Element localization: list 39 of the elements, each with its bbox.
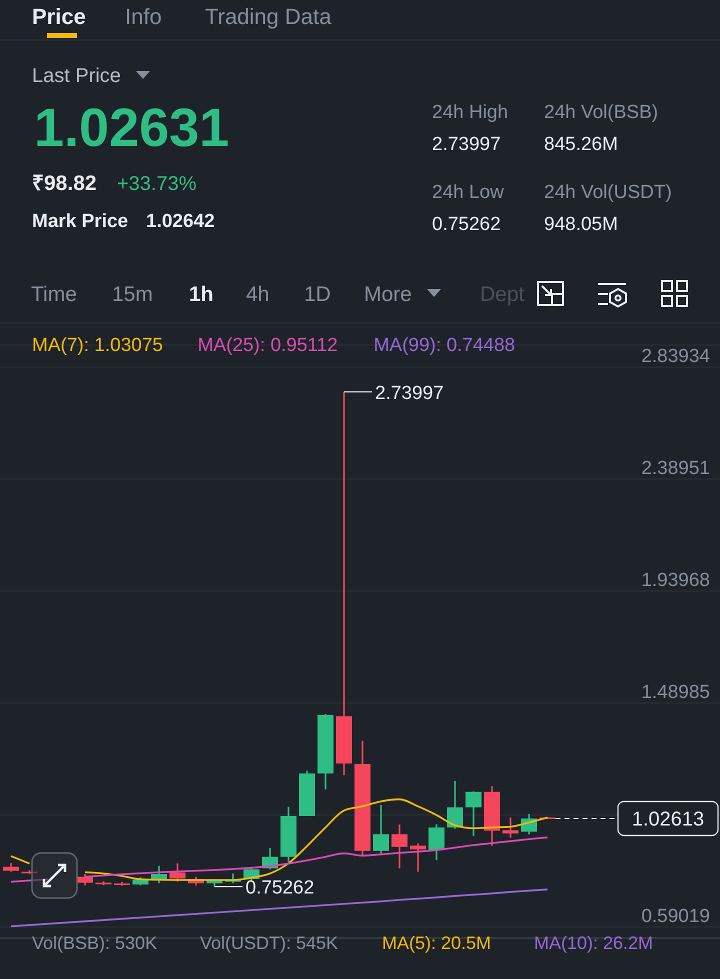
text: More [364,283,412,306]
annotation: Vol(BSB): 530K [32,933,158,953]
text: +33.73% [117,173,197,195]
text: MA(7): 1.03075 [32,335,163,356]
text: MA(25): 0.95112 [198,335,338,356]
ref-line-label: 1.02613 [632,808,704,830]
text: Last Price [32,65,121,87]
text: Info [125,4,162,29]
text: 4h [246,283,270,306]
text: 1h [189,283,214,306]
text: Price [32,4,86,29]
text: ₹98.82 [32,172,97,195]
text: Time [31,283,77,306]
annotation: MA(10): 26.2M [534,933,654,953]
text: 948.05M [544,214,618,235]
text: 24h High [432,102,508,123]
annotation: MA(5): 20.5M [382,933,492,953]
text: 1.02642 [146,211,215,232]
y-tick-label: 1.93968 [641,570,710,592]
text: 24h Low [432,182,504,203]
annotation: Vol(USDT): 545K [200,933,338,953]
text: 24h Vol(BSB) [544,102,658,123]
text: 1D [304,283,331,306]
annotation: 0.75262 [246,878,314,899]
text: 845.26M [544,134,618,155]
y-tick-label: 0.59019 [641,906,710,927]
text: 1.02631 [34,98,230,158]
text: Mark Price [32,211,128,232]
text: Trading Data [205,4,332,29]
text: MA(99): 0.74488 [374,335,516,356]
y-tick-label: 2.83934 [641,346,710,368]
text: 2.73997 [432,134,501,155]
y-tick-label: 1.48985 [641,682,710,704]
text: 0.75262 [432,214,501,235]
y-tick-label: 2.38951 [641,458,710,480]
text: 15m [112,283,153,306]
price-tag: 1.02613 [617,800,719,836]
annotation: 2.73997 [375,382,444,404]
text: 24h Vol(USDT) [544,182,672,203]
